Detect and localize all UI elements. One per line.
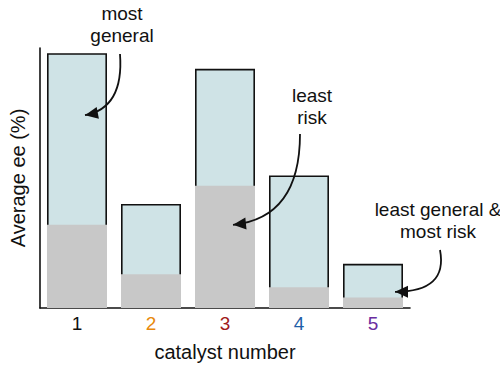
svg-text:catalyst number: catalyst number	[154, 341, 296, 363]
svg-text:2: 2	[146, 313, 157, 334]
svg-text:1: 1	[72, 313, 83, 334]
svg-text:least: least	[292, 85, 333, 106]
svg-text:general: general	[90, 25, 153, 46]
svg-text:most risk: most risk	[400, 221, 477, 242]
svg-text:4: 4	[294, 313, 305, 334]
svg-text:5: 5	[368, 313, 379, 334]
svg-text:Average ee (%): Average ee (%)	[7, 109, 29, 248]
svg-text:3: 3	[220, 313, 231, 334]
svg-text:most: most	[101, 3, 143, 24]
svg-text:least general &: least general &	[375, 199, 500, 220]
svg-text:risk: risk	[297, 107, 327, 128]
